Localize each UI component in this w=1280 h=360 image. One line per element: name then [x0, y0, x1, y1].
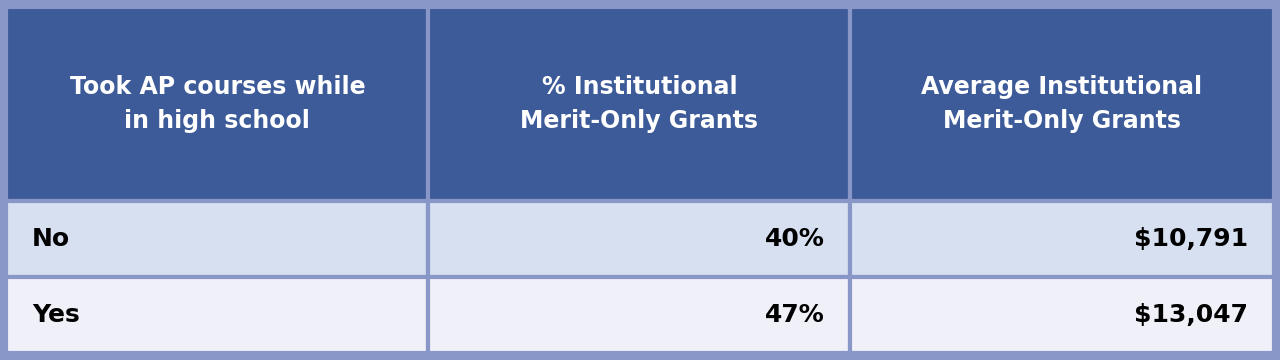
- Text: Took AP courses while
in high school: Took AP courses while in high school: [69, 75, 365, 133]
- Text: $13,047: $13,047: [1134, 303, 1248, 327]
- Bar: [429, 277, 850, 353]
- Bar: [6, 7, 429, 201]
- Bar: [6, 277, 429, 353]
- Text: Yes: Yes: [32, 303, 79, 327]
- Text: 47%: 47%: [765, 303, 824, 327]
- Bar: [429, 7, 850, 201]
- Bar: [429, 201, 850, 277]
- Text: Average Institutional
Merit-Only Grants: Average Institutional Merit-Only Grants: [922, 75, 1202, 133]
- Text: % Institutional
Merit-Only Grants: % Institutional Merit-Only Grants: [521, 75, 758, 133]
- Bar: [850, 7, 1274, 201]
- Text: $10,791: $10,791: [1134, 227, 1248, 251]
- Text: No: No: [32, 227, 70, 251]
- Bar: [850, 201, 1274, 277]
- Bar: [6, 201, 429, 277]
- Bar: [850, 277, 1274, 353]
- Text: 40%: 40%: [765, 227, 824, 251]
